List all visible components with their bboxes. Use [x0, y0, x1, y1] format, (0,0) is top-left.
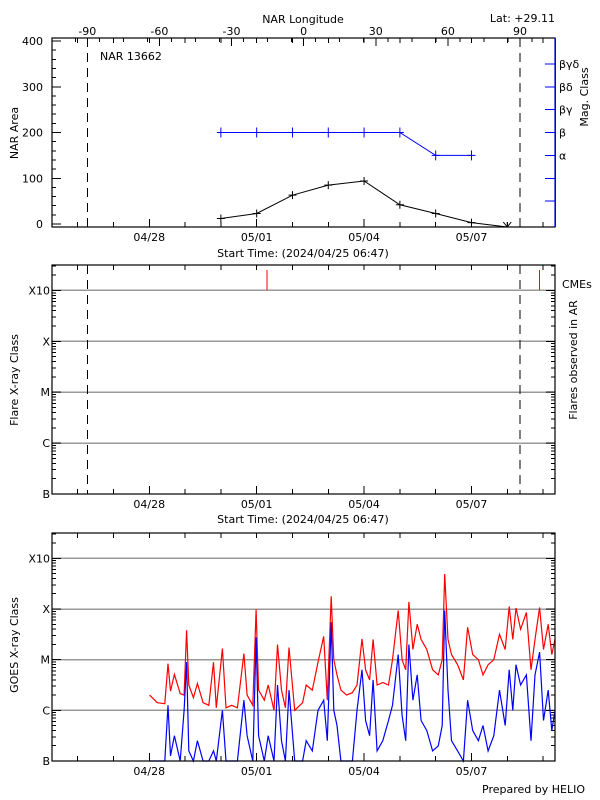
x-tick-label: 04/28 — [133, 231, 165, 244]
x-tick-label: 05/07 — [456, 498, 488, 511]
x-axis-label: Start Time: (2024/04/25 06:47) — [217, 247, 389, 260]
y-tick-label: 0 — [36, 218, 43, 231]
nar-area-marker — [431, 209, 440, 218]
nar-area-point — [395, 200, 404, 209]
y-tick-label: X10 — [28, 552, 50, 565]
prepared-by-credit: Prepared by HELIO — [482, 783, 585, 796]
x-tick-label: 05/01 — [241, 498, 273, 511]
nar-area-marker — [324, 181, 333, 190]
x-tick-label: 05/04 — [348, 498, 380, 511]
x-tick-label: 05/01 — [241, 231, 273, 244]
x-tick-label: 05/04 — [348, 231, 380, 244]
y-axis-label: NAR Area — [8, 107, 21, 159]
goes-panel-frame — [51, 532, 556, 762]
mag-class-point — [395, 127, 404, 138]
mag-class-point — [467, 150, 476, 161]
y-axis-label: GOES X-ray Class — [8, 597, 21, 693]
x-tick-label: 05/01 — [241, 765, 273, 778]
mag-class-line — [220, 132, 472, 156]
longitude-tick-label: 60 — [441, 25, 455, 38]
mag-class-point — [431, 150, 440, 161]
y-tick-label: 300 — [22, 81, 43, 94]
y-tick-label: X10 — [28, 284, 50, 297]
nar-area-marker — [252, 209, 261, 218]
longitude-tick-label: -90 — [78, 25, 96, 38]
nar-area-point — [360, 176, 369, 185]
mag-class-tick-label: β — [559, 127, 566, 140]
x-tick-label: 04/28 — [133, 765, 165, 778]
nar-area-point — [216, 214, 225, 223]
x-tick-label: 04/28 — [133, 498, 165, 511]
mag-class-point — [288, 127, 297, 138]
nar-area-marker — [216, 214, 225, 223]
mag-class-tick-label: βγ — [559, 104, 573, 117]
longitude-tick-label: -30 — [223, 25, 241, 38]
nar-area-point — [252, 209, 261, 218]
flare-panel-frame — [51, 264, 556, 495]
y-tick-label: 200 — [22, 127, 43, 140]
region-title: NAR 13662 — [100, 50, 162, 63]
y-tick-label: X — [42, 335, 50, 348]
nar-area-marker — [395, 200, 404, 209]
x-axis-label: Start Time: (2024/04/25 06:47) — [217, 513, 389, 526]
mag-class-tick-label: βδ — [559, 81, 573, 94]
mag-class-tick-label: α — [559, 149, 566, 162]
nar-area-point — [431, 209, 440, 218]
longitude-tick-label: 0 — [300, 25, 307, 38]
y-tick-label: B — [42, 488, 50, 501]
mag-class-point — [324, 127, 333, 138]
y-tick-label: M — [41, 386, 51, 399]
nar-area-point — [324, 181, 333, 190]
lat-label: Lat: +29.11 — [490, 12, 555, 25]
y-tick-label: 100 — [22, 172, 43, 185]
x-tick-label: 05/07 — [456, 765, 488, 778]
longitude-tick-label: 90 — [513, 25, 527, 38]
longitude-tick-label: 30 — [369, 25, 383, 38]
goes-short-channel-line — [149, 610, 556, 764]
x-tick-label: 05/07 — [456, 231, 488, 244]
y-tick-label: X — [42, 603, 50, 616]
y-tick-label: 400 — [22, 35, 43, 48]
cme-legend-label: CMEs — [562, 278, 592, 291]
mag-class-point — [252, 127, 261, 138]
mag-class-axis-label: Mag. Class — [578, 67, 591, 126]
goes-long-channel-line — [149, 573, 556, 712]
longitude-tick-label: -60 — [150, 25, 168, 38]
nar-area-marker — [288, 191, 297, 200]
mag-class-tick-label: βγδ — [559, 58, 580, 71]
y-tick-label: M — [41, 654, 51, 667]
y-tick-label: C — [42, 704, 50, 717]
mag-class-point — [360, 127, 369, 138]
mag-class-point — [216, 127, 225, 138]
nar-area-point — [288, 191, 297, 200]
y2-axis-label: Flares observed in AR — [567, 300, 580, 420]
y-tick-label: C — [42, 437, 50, 450]
top-axis-label: NAR Longitude — [262, 13, 344, 26]
y-axis-label: Flare X-ray Class — [8, 334, 21, 426]
x-tick-label: 05/04 — [348, 765, 380, 778]
y-tick-label: B — [42, 755, 50, 768]
nar-area-marker — [360, 176, 369, 185]
